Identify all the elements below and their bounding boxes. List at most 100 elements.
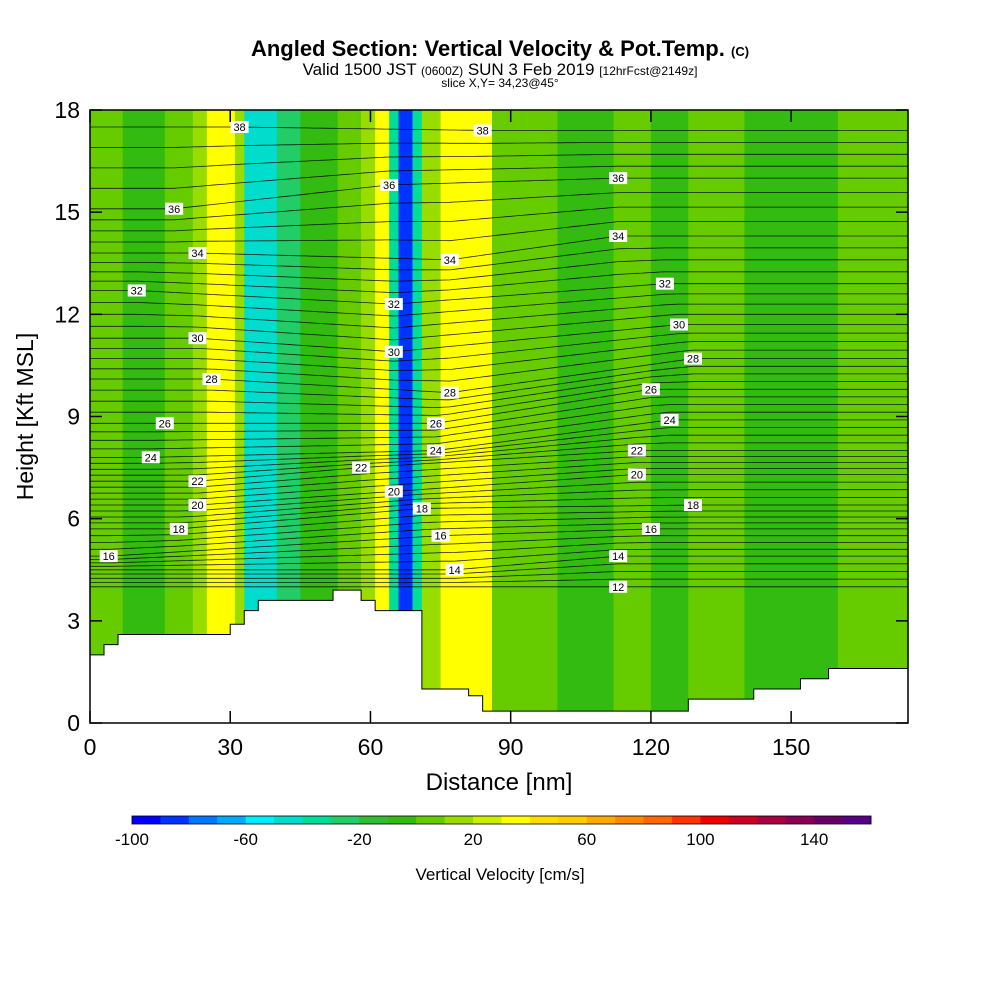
contour-label-bg	[609, 550, 628, 563]
colorbar-tick-label: 20	[464, 830, 483, 849]
colorbar-swatch	[245, 816, 275, 824]
velocity-band	[206, 110, 236, 723]
theta-contour	[90, 177, 908, 210]
contour-labels: 38 38 36 36 36 34 34 34 32 32 32 30 30 30 28 28 28 26 26 26…	[99, 121, 702, 594]
chart-subtitle: Valid 1500 JST (0600Z) SUN 3 Feb 2019 [1…	[302, 60, 698, 79]
contour-label-bg	[99, 550, 118, 563]
contour-label: 18	[416, 503, 428, 515]
theta-contour	[90, 462, 908, 494]
theta-contour	[90, 481, 908, 512]
theta-contour	[90, 142, 908, 148]
theta-contour	[90, 578, 908, 583]
theta-contour	[90, 419, 908, 458]
colorbar-swatch	[359, 816, 389, 824]
contour-label-bg	[188, 332, 207, 345]
velocity-band	[164, 110, 194, 723]
theta-contour	[90, 313, 908, 341]
colorbar-tick-label: 140	[800, 830, 828, 849]
velocity-band	[421, 110, 442, 723]
contour-label: 38	[233, 122, 245, 134]
velocity-band	[688, 110, 745, 723]
contour-label: 34	[612, 231, 624, 243]
contour-label-bg	[641, 522, 660, 535]
x-tick-label: 90	[498, 734, 524, 760]
contour-label-bg	[683, 352, 702, 365]
contour-label: 32	[659, 279, 671, 291]
theta-contour	[90, 388, 908, 424]
contour-label-bg	[352, 461, 371, 474]
colorbar-swatch	[444, 816, 474, 824]
contour-label: 18	[687, 500, 699, 512]
colorbar-tick-label: -100	[115, 830, 149, 849]
contour-label: 16	[645, 524, 657, 536]
theta-contour	[90, 235, 908, 261]
theta-contours	[90, 126, 908, 588]
contour-label-bg	[384, 345, 403, 358]
x-tick-label: 30	[217, 734, 243, 760]
theta-contour	[90, 510, 908, 537]
contour-label: 32	[388, 299, 400, 311]
contour-label: 22	[631, 446, 643, 458]
contour-label-bg	[188, 475, 207, 488]
contour-label: 30	[191, 333, 203, 345]
colorbar-swatch	[160, 816, 190, 824]
colorbar-swatch	[188, 816, 218, 824]
colorbar-swatch	[558, 816, 588, 824]
contour-label-bg	[440, 253, 459, 266]
colorbar-swatch	[700, 816, 730, 824]
theta-contour	[90, 165, 908, 189]
colorbar-swatch	[757, 816, 787, 824]
colorbar-tick-label: 60	[577, 830, 596, 849]
colorbar-swatch	[529, 816, 559, 824]
theta-contour	[90, 247, 908, 271]
contour-label-bg	[609, 172, 628, 185]
contour-label: 36	[383, 180, 395, 192]
contour-label-bg	[380, 178, 399, 191]
contour-label: 26	[159, 418, 171, 430]
contour-label: 30	[673, 320, 685, 332]
theta-contour	[90, 332, 908, 362]
contour-label: 20	[631, 469, 643, 481]
contour-label-bg	[473, 124, 492, 137]
contour-label-bg	[165, 202, 184, 215]
theta-contour	[90, 259, 908, 282]
theta-contour	[90, 548, 908, 567]
contour-label: 12	[612, 582, 624, 594]
velocity-band	[122, 110, 166, 723]
contour-label-bg	[412, 502, 431, 515]
colorbar-swatch	[728, 816, 758, 824]
colorbar-swatch	[842, 816, 872, 824]
x-tick-label: 120	[632, 734, 670, 760]
colorbar-frame	[131, 815, 872, 825]
contour-label: 24	[663, 415, 675, 427]
contour-label-bg	[155, 417, 174, 430]
contour-label: 16	[434, 531, 446, 543]
contour-label: 18	[173, 524, 185, 536]
contour-label: 16	[103, 551, 115, 563]
contour-label-bg	[627, 444, 646, 457]
theta-contour	[90, 283, 908, 305]
colorbar-swatch	[132, 816, 161, 824]
theta-contour	[90, 555, 908, 571]
theta-contour	[90, 373, 908, 409]
contour-label: 34	[191, 248, 203, 260]
contour-label: 36	[612, 173, 624, 185]
colorbar-swatch	[785, 816, 815, 824]
contour-label: 28	[444, 388, 456, 400]
theta-contour	[90, 365, 908, 401]
valid-date: SUN 3 Feb 2019	[467, 60, 595, 79]
contour-label-bg	[440, 386, 459, 399]
theta-contour	[90, 404, 908, 441]
contour-label: 24	[430, 446, 442, 458]
colorbar-tick-label: 100	[686, 830, 714, 849]
contour-label-bg	[426, 444, 445, 457]
utc-time: (0600Z)	[421, 64, 464, 78]
colorbar: -100 -60 -20 20 60 100 140 Vertical Velocity [c…	[115, 815, 872, 884]
contour-label-bg	[609, 230, 628, 243]
contour-label-bg	[627, 468, 646, 481]
contour-label-bg	[431, 529, 450, 542]
contour-label-bg	[384, 485, 403, 498]
theta-contour	[90, 153, 908, 169]
y-axis-label: Height [Kft MSL]	[12, 333, 38, 500]
